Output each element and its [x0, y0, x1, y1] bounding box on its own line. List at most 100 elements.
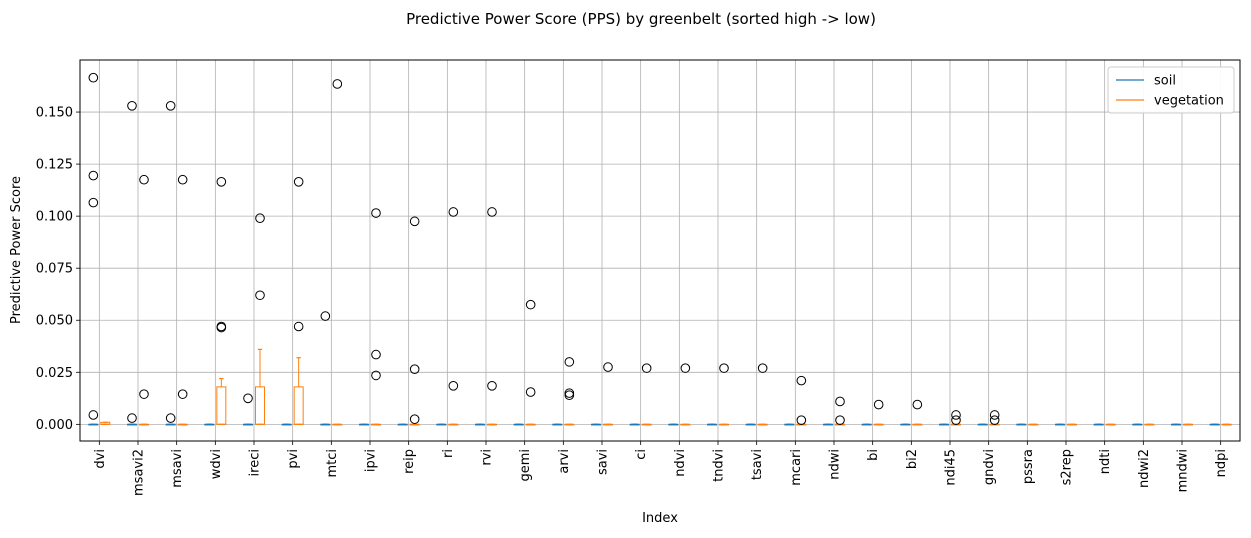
- y-tick-label: 0.075: [36, 262, 73, 277]
- outlier-point: [88, 72, 99, 83]
- x-tick-label: ipvi: [364, 449, 379, 472]
- box-body: [216, 386, 227, 425]
- outlier-point: [371, 208, 381, 218]
- y-tick-label: 0.150: [36, 106, 73, 121]
- x-tick-label: dvi: [93, 449, 108, 469]
- outlier-point: [165, 413, 176, 423]
- x-tick-label: pvi: [286, 449, 301, 469]
- outlier-point: [216, 322, 227, 333]
- outlier-point: [127, 101, 137, 111]
- outlier-point: [177, 389, 188, 399]
- x-tick-label: ndvi: [673, 449, 688, 477]
- outlier-point: [564, 390, 575, 400]
- x-tick-label: ci: [634, 449, 649, 460]
- legend: soil vegetation: [1107, 66, 1235, 114]
- outlier-point: [243, 393, 253, 404]
- x-tick-label: wdvi: [209, 449, 224, 479]
- outlier-point: [680, 363, 691, 373]
- outlier-point: [255, 213, 265, 224]
- x-tick-label: msavi: [170, 449, 185, 488]
- outlier-point: [371, 349, 381, 360]
- legend-box: [1107, 66, 1235, 114]
- x-tick-label: ndwi2: [1137, 449, 1152, 488]
- outlier-point: [255, 290, 265, 301]
- y-axis-label: Predictive Power Score: [9, 176, 24, 324]
- x-tick-label: ri: [441, 449, 456, 458]
- grid-lines: [80, 60, 1240, 441]
- outlier-point: [320, 311, 331, 321]
- x-tick-label: bi: [866, 449, 881, 461]
- series-vegetation: [100, 79, 1232, 426]
- x-tick-label: msavi2: [132, 449, 147, 496]
- legend-label-vegetation: vegetation: [1154, 94, 1224, 109]
- x-tick-label: tsavi: [750, 449, 765, 480]
- box-body: [293, 386, 304, 425]
- outlier-point: [448, 381, 459, 391]
- x-tick-label: ndti: [1098, 449, 1113, 474]
- x-tick-label: s2rep: [1060, 449, 1075, 485]
- plot-area-frame: [79, 59, 1241, 442]
- outlier-point: [127, 413, 137, 423]
- outlier-point: [796, 375, 807, 386]
- x-tick-label: ndi45: [944, 449, 959, 486]
- series-soil: [88, 72, 1220, 426]
- outlier-point: [835, 396, 845, 407]
- outlier-point: [293, 321, 304, 332]
- x-tick-label: rvi: [480, 449, 495, 466]
- outlier-point: [88, 410, 99, 420]
- outlier-point: [448, 207, 459, 217]
- outlier-point: [912, 399, 923, 410]
- outlier-point: [293, 176, 304, 187]
- outlier-point: [603, 362, 613, 372]
- outlier-point: [487, 381, 497, 391]
- chart-title: Predictive Power Score (PPS) by greenbel…: [406, 10, 876, 28]
- y-tick-label: 0.000: [36, 418, 73, 433]
- outlier-point: [564, 388, 575, 398]
- x-tick-label: ndpi: [1214, 449, 1229, 477]
- outlier-point: [409, 364, 420, 374]
- outlier-point: [139, 174, 149, 185]
- outlier-point: [951, 410, 961, 420]
- x-tick-label: mndwi: [1176, 449, 1191, 492]
- outlier-point: [88, 197, 99, 208]
- y-axis: 0.000 0.025 0.050 0.075 0.100 0.125 0.150: [36, 106, 80, 433]
- y-tick-label: 0.125: [36, 158, 73, 173]
- y-tick-label: 0.100: [36, 210, 73, 225]
- x-tick-label: mcari: [789, 449, 804, 486]
- outlier-point: [873, 399, 884, 410]
- outlier-point: [989, 410, 1000, 420]
- outlier-point: [487, 207, 497, 217]
- outlier-point: [165, 101, 176, 111]
- x-tick-label: mtci: [325, 449, 340, 478]
- outlier-point: [332, 79, 343, 89]
- outlier-point: [719, 363, 729, 373]
- y-tick-label: 0.025: [36, 366, 73, 381]
- outlier-point: [989, 415, 1000, 425]
- x-tick-label: arvi: [557, 449, 572, 474]
- outlier-point: [796, 415, 807, 425]
- x-axis-label: Index: [642, 511, 678, 526]
- x-tick-label: bi2: [905, 449, 920, 469]
- outlier-point: [409, 414, 420, 424]
- outlier-point: [835, 415, 845, 425]
- x-tick-label: pssra: [1021, 449, 1036, 484]
- outlier-point: [525, 387, 536, 397]
- x-tick-label: gndvi: [982, 449, 997, 485]
- outlier-point: [371, 370, 381, 381]
- outlier-point: [951, 415, 961, 425]
- outlier-point: [525, 299, 536, 310]
- y-tick-label: 0.050: [36, 314, 73, 329]
- outlier-point: [139, 389, 149, 399]
- outlier-point: [757, 363, 768, 373]
- legend-label-soil: soil: [1154, 74, 1176, 89]
- box-plot-marks: [88, 72, 1232, 426]
- box-body: [255, 386, 265, 425]
- outlier-point: [88, 170, 99, 181]
- x-axis: dvi msavi2 msavi wdvi ireci pvi mtci ipvi reip ri…: [93, 441, 1229, 496]
- x-tick-label: savi: [596, 449, 611, 475]
- outlier-point: [177, 174, 188, 185]
- outlier-point: [641, 363, 652, 373]
- outlier-point: [409, 216, 420, 227]
